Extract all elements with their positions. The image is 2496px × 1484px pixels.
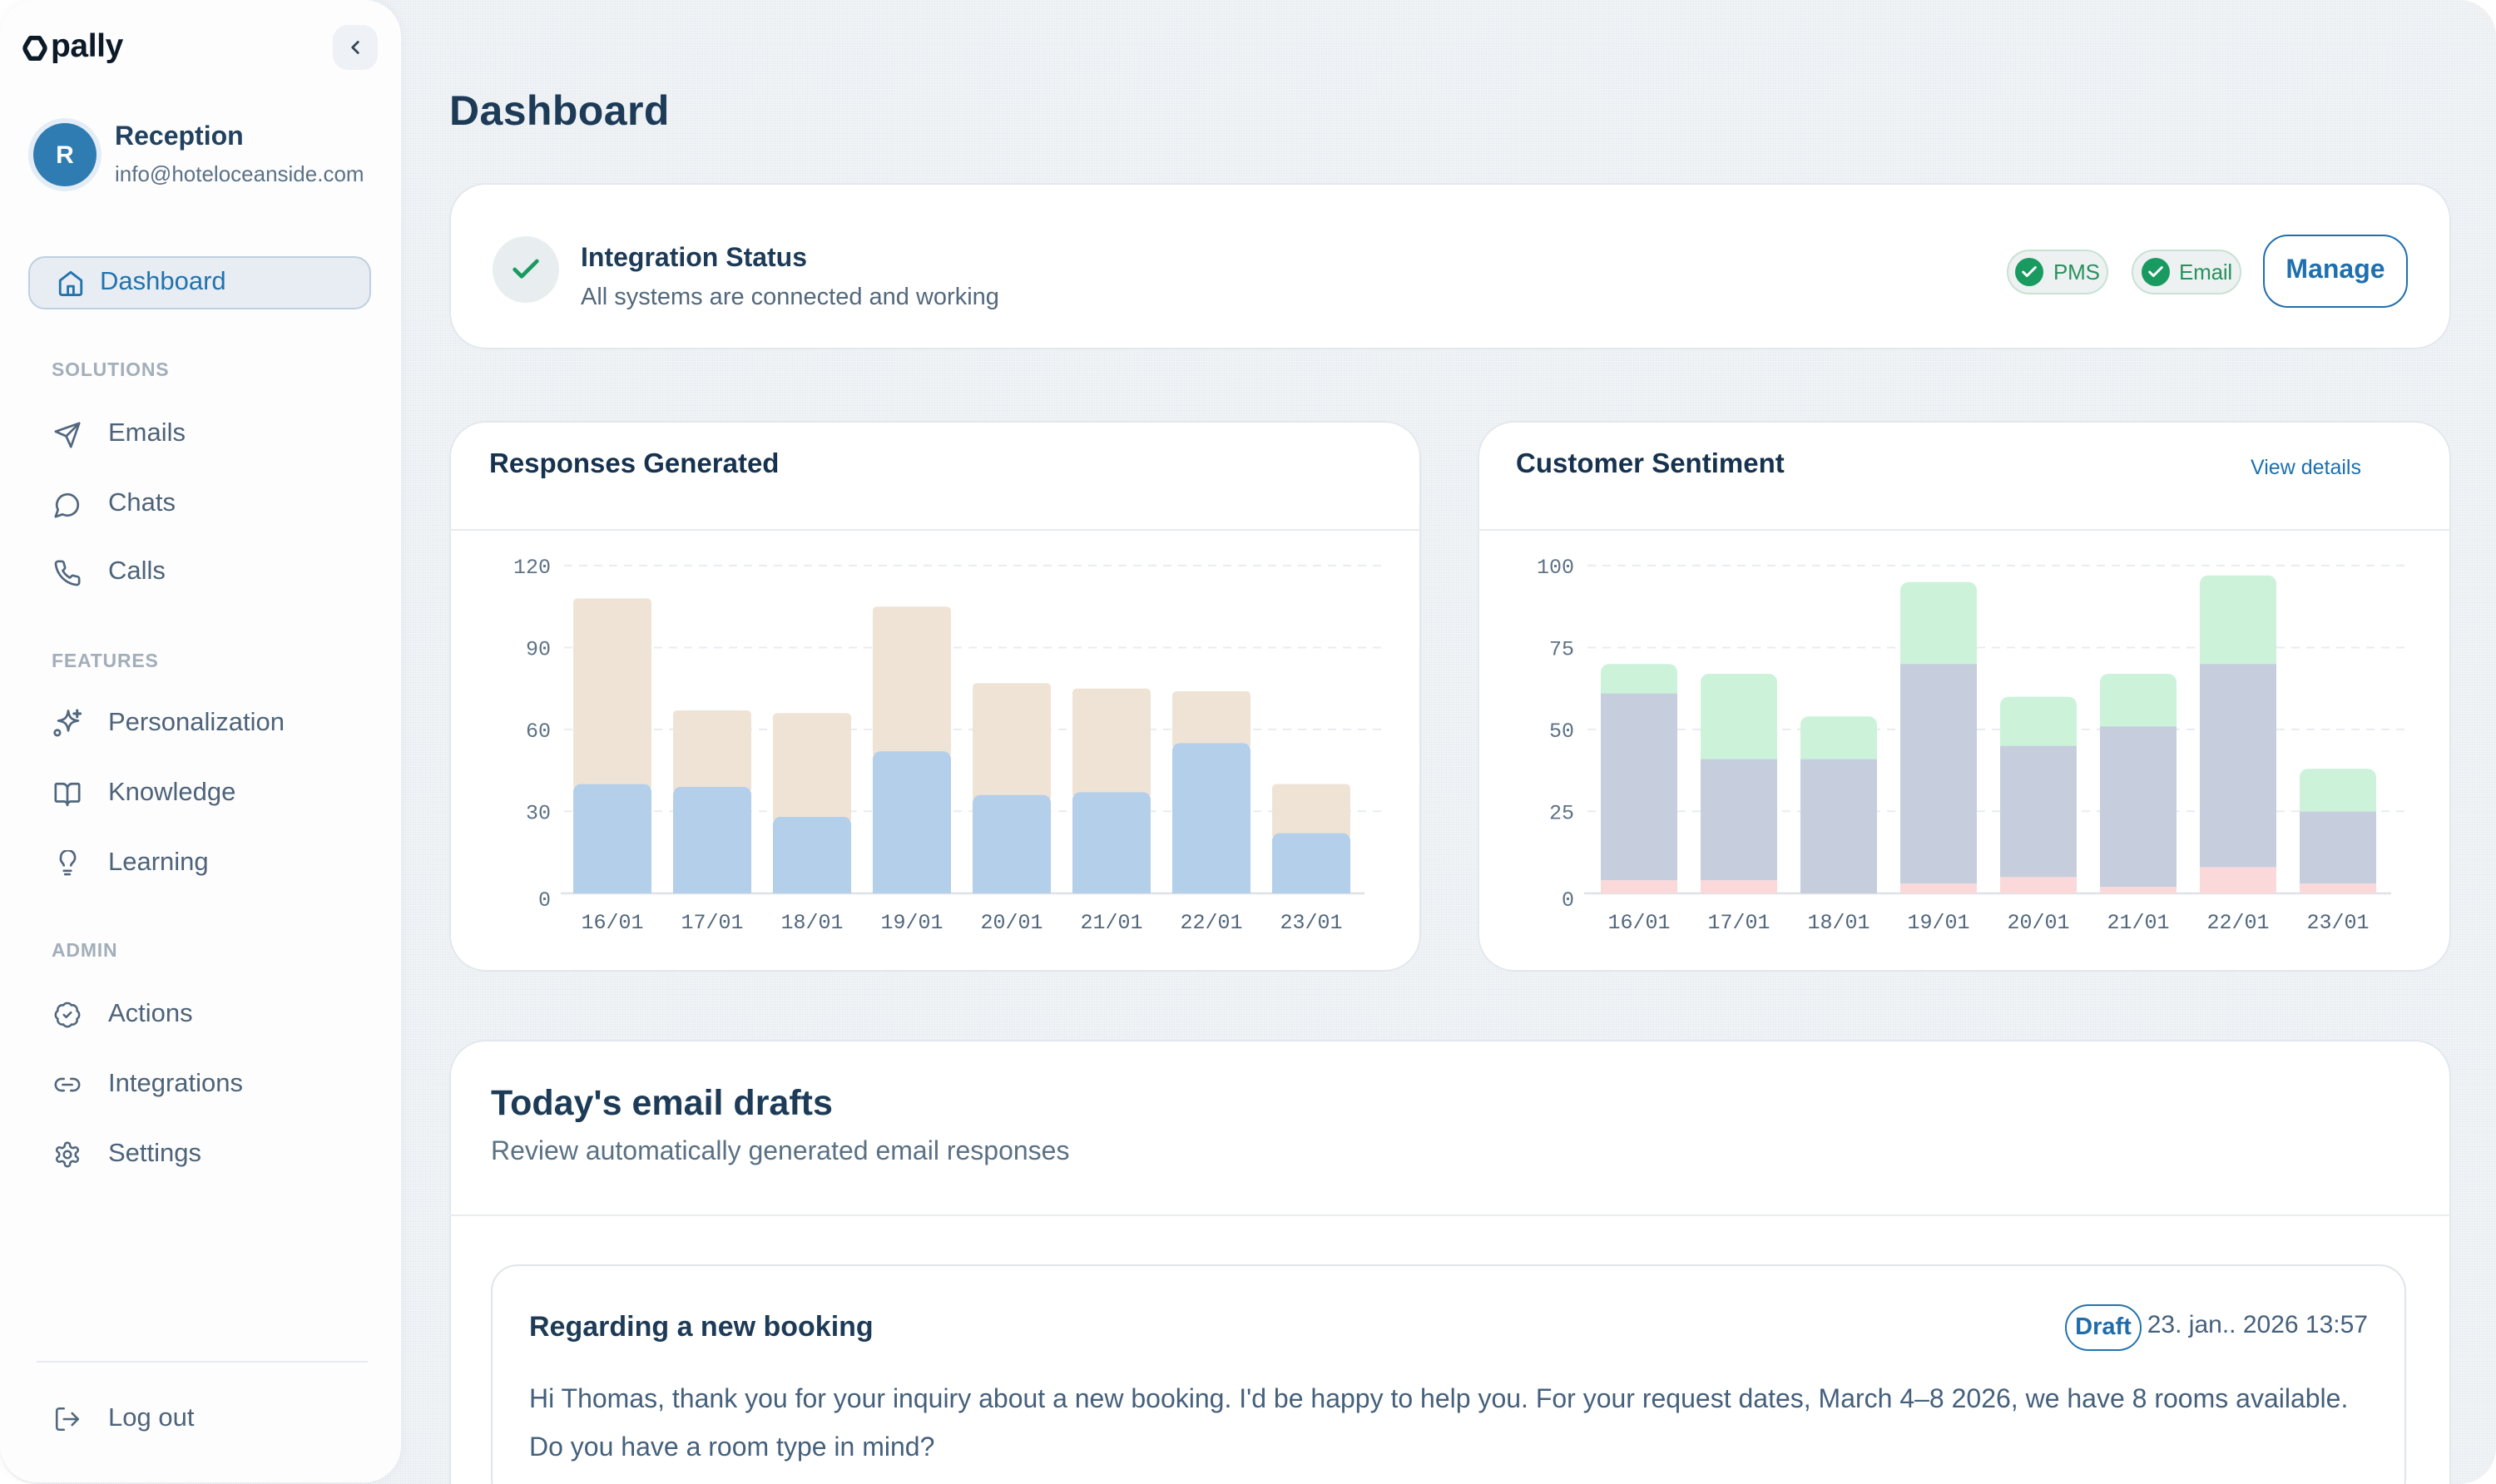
svg-text:21/01: 21/01 xyxy=(1080,911,1142,935)
svg-text:100: 100 xyxy=(1537,556,1574,580)
svg-text:22/01: 22/01 xyxy=(1180,911,1242,935)
svg-text:25: 25 xyxy=(1549,801,1574,825)
svg-text:16/01: 16/01 xyxy=(1607,911,1670,935)
svg-text:16/01: 16/01 xyxy=(581,911,643,935)
svg-text:20/01: 20/01 xyxy=(980,911,1042,935)
svg-text:120: 120 xyxy=(513,556,551,580)
svg-text:18/01: 18/01 xyxy=(780,911,843,935)
svg-text:19/01: 19/01 xyxy=(880,911,943,935)
svg-text:50: 50 xyxy=(1549,720,1574,744)
svg-text:0: 0 xyxy=(1562,888,1574,913)
svg-text:22/01: 22/01 xyxy=(2206,911,2269,935)
svg-text:21/01: 21/01 xyxy=(2107,911,2169,935)
svg-text:18/01: 18/01 xyxy=(1807,911,1870,935)
svg-text:75: 75 xyxy=(1549,638,1574,662)
svg-text:23/01: 23/01 xyxy=(1280,911,1342,935)
svg-text:30: 30 xyxy=(526,801,551,825)
svg-text:20/01: 20/01 xyxy=(2007,911,2069,935)
svg-text:17/01: 17/01 xyxy=(681,911,743,935)
svg-text:90: 90 xyxy=(526,638,551,662)
svg-text:19/01: 19/01 xyxy=(1907,911,1969,935)
svg-text:17/01: 17/01 xyxy=(1707,911,1770,935)
svg-text:23/01: 23/01 xyxy=(2306,911,2369,935)
svg-text:0: 0 xyxy=(538,888,551,913)
svg-text:60: 60 xyxy=(526,720,551,744)
